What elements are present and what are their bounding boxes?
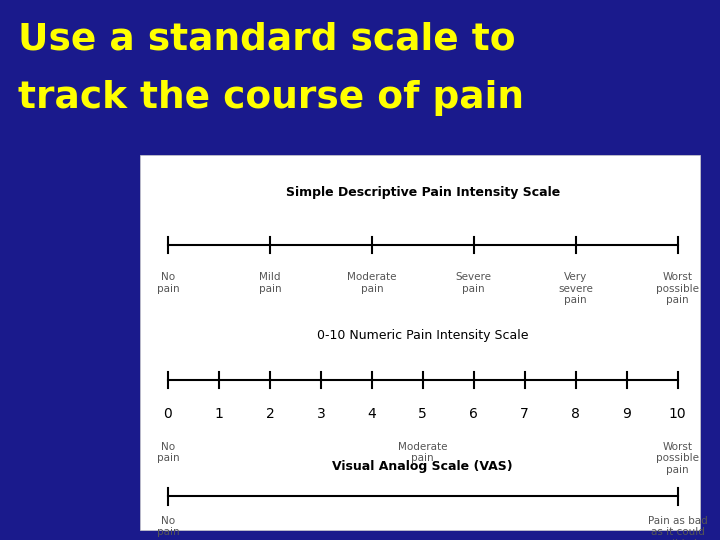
Text: Worst
possible
pain: Worst possible pain [656, 272, 699, 305]
Text: 2: 2 [266, 407, 274, 421]
Text: 0-10 Numeric Pain Intensity Scale: 0-10 Numeric Pain Intensity Scale [317, 328, 528, 341]
Text: 5: 5 [418, 407, 427, 421]
Text: Moderate
pain: Moderate pain [398, 442, 448, 463]
Text: Worst
possible
pain: Worst possible pain [656, 442, 699, 475]
Text: 4: 4 [367, 407, 377, 421]
Text: No
pain: No pain [157, 516, 179, 537]
Text: 10: 10 [669, 407, 686, 421]
Text: 3: 3 [317, 407, 325, 421]
Bar [140, 155, 700, 530]
Text: 8: 8 [571, 407, 580, 421]
Text: Mild
pain: Mild pain [258, 272, 282, 294]
Text: No
pain: No pain [157, 272, 179, 294]
Text: No
pain: No pain [157, 442, 179, 463]
Text: Pain as bad
as it could
possibly be: Pain as bad as it could possibly be [648, 516, 708, 540]
Text: 7: 7 [521, 407, 529, 421]
Text: 1: 1 [215, 407, 223, 421]
Text: 0: 0 [163, 407, 172, 421]
Text: 9: 9 [622, 407, 631, 421]
Text: Very
severe
pain: Very severe pain [558, 272, 593, 305]
Text: Simple Descriptive Pain Intensity Scale: Simple Descriptive Pain Intensity Scale [286, 186, 560, 199]
Text: Moderate
pain: Moderate pain [347, 272, 397, 294]
Text: Visual Analog Scale (VAS): Visual Analog Scale (VAS) [333, 460, 513, 472]
Text: Severe
pain: Severe pain [456, 272, 492, 294]
Text: track the course of pain: track the course of pain [18, 80, 524, 116]
Text: 6: 6 [469, 407, 478, 421]
Text: Use a standard scale to: Use a standard scale to [18, 22, 516, 58]
